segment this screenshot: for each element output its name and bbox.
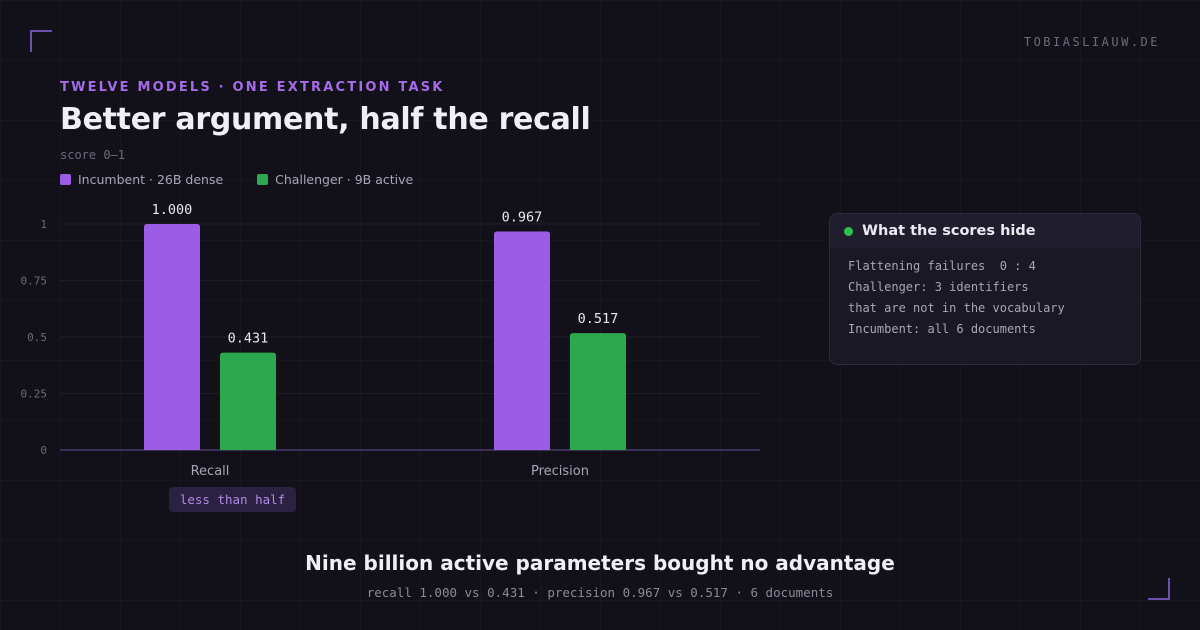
y-tick-label: 0.5 — [27, 331, 47, 344]
note-body: Flattening failures 0 : 4 Challenger: 3 … — [830, 248, 1140, 340]
corner-bracket-top-left — [30, 30, 52, 52]
legend: Incumbent · 26B dense Challenger · 9B ac… — [60, 172, 413, 187]
legend-label-incumbent: Incumbent · 26B dense — [78, 172, 224, 187]
footer-headline: Nine billion active parameters bought no… — [305, 551, 895, 575]
note-line: Incumbent: all 6 documents — [848, 322, 1036, 336]
bar-precision-challenger — [570, 333, 626, 450]
note-title: What the scores hide — [862, 223, 1036, 239]
bar-recall-challenger — [220, 352, 276, 450]
note-line: Flattening failures 0 : 4 — [848, 259, 1036, 273]
note-header: What the scores hide — [830, 214, 1140, 248]
note-line: Challenger: 3 identifiers — [848, 280, 1029, 294]
y-tick-label: 0.75 — [21, 275, 48, 288]
kicker: TWELVE MODELS · ONE EXTRACTION TASK — [60, 80, 445, 95]
y-tick-label: 0 — [40, 444, 47, 457]
corner-bracket-bottom-right — [1148, 578, 1170, 600]
site-domain: TOBIASLIAUW.DE — [1023, 35, 1160, 49]
legend-item-incumbent: Incumbent · 26B dense — [60, 172, 223, 187]
annotation-tag: less than half — [169, 487, 296, 512]
x-category-label: Recall — [191, 464, 230, 479]
legend-swatch-incumbent — [60, 174, 71, 185]
bar-recall-incumbent — [144, 224, 200, 450]
legend-item-challenger: Challenger · 9B active — [257, 172, 413, 187]
legend-label-challenger: Challenger · 9B active — [275, 172, 414, 187]
x-category-label: Precision — [531, 464, 589, 479]
y-tick-label: 1 — [40, 218, 47, 231]
bar-value-label: 0.517 — [578, 311, 619, 327]
green-dot-icon — [844, 226, 853, 236]
bar-value-label: 0.967 — [502, 209, 543, 225]
chart-title: Better argument, half the recall — [60, 102, 591, 137]
bar-value-label: 1.000 — [152, 202, 193, 218]
y-tick-label: 0.25 — [21, 388, 48, 401]
bar-value-label: 0.431 — [228, 331, 269, 347]
bar-chart: 0 0.25 0.5 0.75 1 1.000 0.431 Recall 0.967 0.517 P… — [21, 202, 760, 479]
bar-precision-incumbent — [494, 231, 550, 450]
legend-swatch-challenger — [257, 174, 269, 185]
unit-label: score 0–1 — [60, 148, 126, 162]
note-line: that are not in the vocabulary — [848, 301, 1065, 315]
footer-subline: recall 1.000 vs 0.431 · precision 0.967 … — [366, 585, 834, 600]
note-card: What the scores hide Flattening failures… — [829, 213, 1141, 365]
